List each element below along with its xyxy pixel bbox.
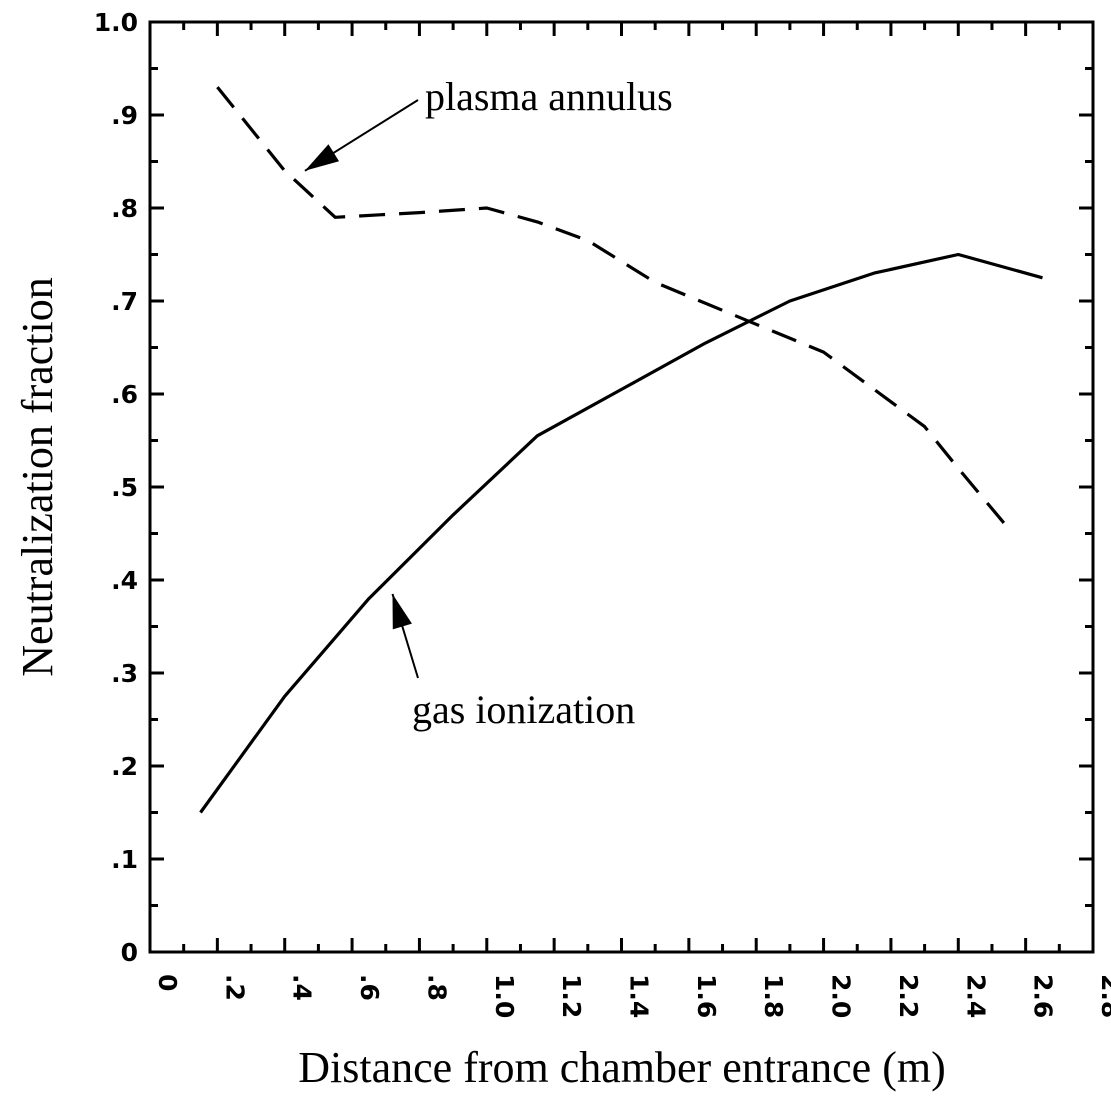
y-tick-label: .9 <box>111 101 138 130</box>
x-axis-title: Distance from chamber entrance (m) <box>298 1043 945 1092</box>
x-tick-label: 0 <box>153 974 182 991</box>
gas-ionization-arrow-head <box>392 593 412 630</box>
y-tick-label: .5 <box>111 473 138 502</box>
y-tick-label: .6 <box>111 380 138 409</box>
x-tick-label: 2.6 <box>1029 974 1058 1018</box>
x-tick-label: .2 <box>220 974 249 1001</box>
axis-ticks <box>150 22 1093 952</box>
y-axis-title: Neutralization fraction <box>13 277 62 676</box>
gas-ionization-label: gas ionization <box>412 687 635 732</box>
y-tick-label: 0 <box>121 938 138 967</box>
x-tick-labels: 0 .2 .4 .6 .8 1.0 1.2 1.4 1.6 1.8 2.0 2.2 2.4 2.6 2.8 <box>153 974 1111 1018</box>
y-tick-label: .7 <box>111 287 138 316</box>
y-tick-label: .8 <box>111 194 138 223</box>
x-tick-label: .8 <box>422 974 451 1001</box>
plasma-annulus-line <box>216 86 1011 530</box>
y-tick-label: 1.0 <box>94 8 138 37</box>
annotations: plasma annulus gas ionization <box>304 74 673 732</box>
plasma-annulus-label: plasma annulus <box>425 74 673 119</box>
y-tick-label: .2 <box>111 752 138 781</box>
gas-ionization-line <box>199 252 1043 814</box>
y-tick-label: .1 <box>111 845 138 874</box>
x-tick-label: 2.2 <box>894 974 923 1018</box>
plot-frame <box>148 20 1095 954</box>
x-tick-label: 1.4 <box>625 974 654 1018</box>
y-tick-label: .3 <box>111 659 138 688</box>
x-tick-label: 2.4 <box>961 974 990 1018</box>
x-tick-label: 1.8 <box>759 974 788 1018</box>
y-tick-label: .4 <box>111 566 138 595</box>
y-tick-labels: 0 .1 .2 .3 .4 .5 .6 .7 .8 .9 1.0 <box>94 8 138 967</box>
series-layer <box>199 86 1043 814</box>
x-tick-label: .6 <box>355 974 384 1001</box>
x-tick-label: .4 <box>288 974 317 1001</box>
x-tick-label: 1.0 <box>490 974 519 1018</box>
x-tick-label: 1.2 <box>557 974 586 1018</box>
x-tick-label: 1.6 <box>692 974 721 1018</box>
x-tick-label: 2.0 <box>827 974 856 1018</box>
plasma-annulus-arrow-head <box>304 144 340 171</box>
x-tick-label: 2.8 <box>1096 974 1111 1018</box>
